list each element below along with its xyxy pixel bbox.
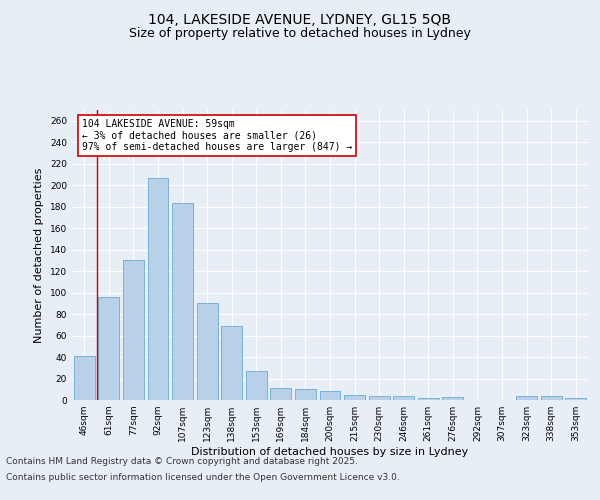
Bar (541, 396, 562, 400)
Bar (172, 204, 193, 400)
Text: 104 LAKESIDE AVENUE: 59sqm
← 3% of detached houses are smaller (26)
97% of semi-: 104 LAKESIDE AVENUE: 59sqm ← 3% of detac… (82, 118, 353, 152)
Bar (221, 326, 242, 400)
Bar (368, 396, 389, 400)
Bar (320, 392, 340, 400)
Text: Contains public sector information licensed under the Open Government Licence v3: Contains public sector information licen… (6, 472, 400, 482)
X-axis label: Distribution of detached houses by size in Lydney: Distribution of detached houses by size … (191, 447, 469, 457)
Text: Size of property relative to detached houses in Lydney: Size of property relative to detached ho… (129, 28, 471, 40)
Bar (344, 394, 365, 400)
Y-axis label: Number of detached properties: Number of detached properties (34, 168, 44, 342)
Bar (393, 396, 414, 400)
Bar (197, 304, 218, 400)
Bar (295, 390, 316, 400)
Bar (74, 356, 95, 400)
Text: Contains HM Land Registry data © Crown copyright and database right 2025.: Contains HM Land Registry data © Crown c… (6, 458, 358, 466)
Bar (148, 178, 169, 400)
Bar (418, 398, 439, 400)
Bar (565, 398, 586, 400)
Bar (98, 297, 119, 400)
Bar (271, 388, 292, 400)
Bar (442, 397, 463, 400)
Text: 104, LAKESIDE AVENUE, LYDNEY, GL15 5QB: 104, LAKESIDE AVENUE, LYDNEY, GL15 5QB (149, 12, 452, 26)
Bar (246, 371, 267, 400)
Bar (516, 396, 537, 400)
Bar (123, 260, 144, 400)
